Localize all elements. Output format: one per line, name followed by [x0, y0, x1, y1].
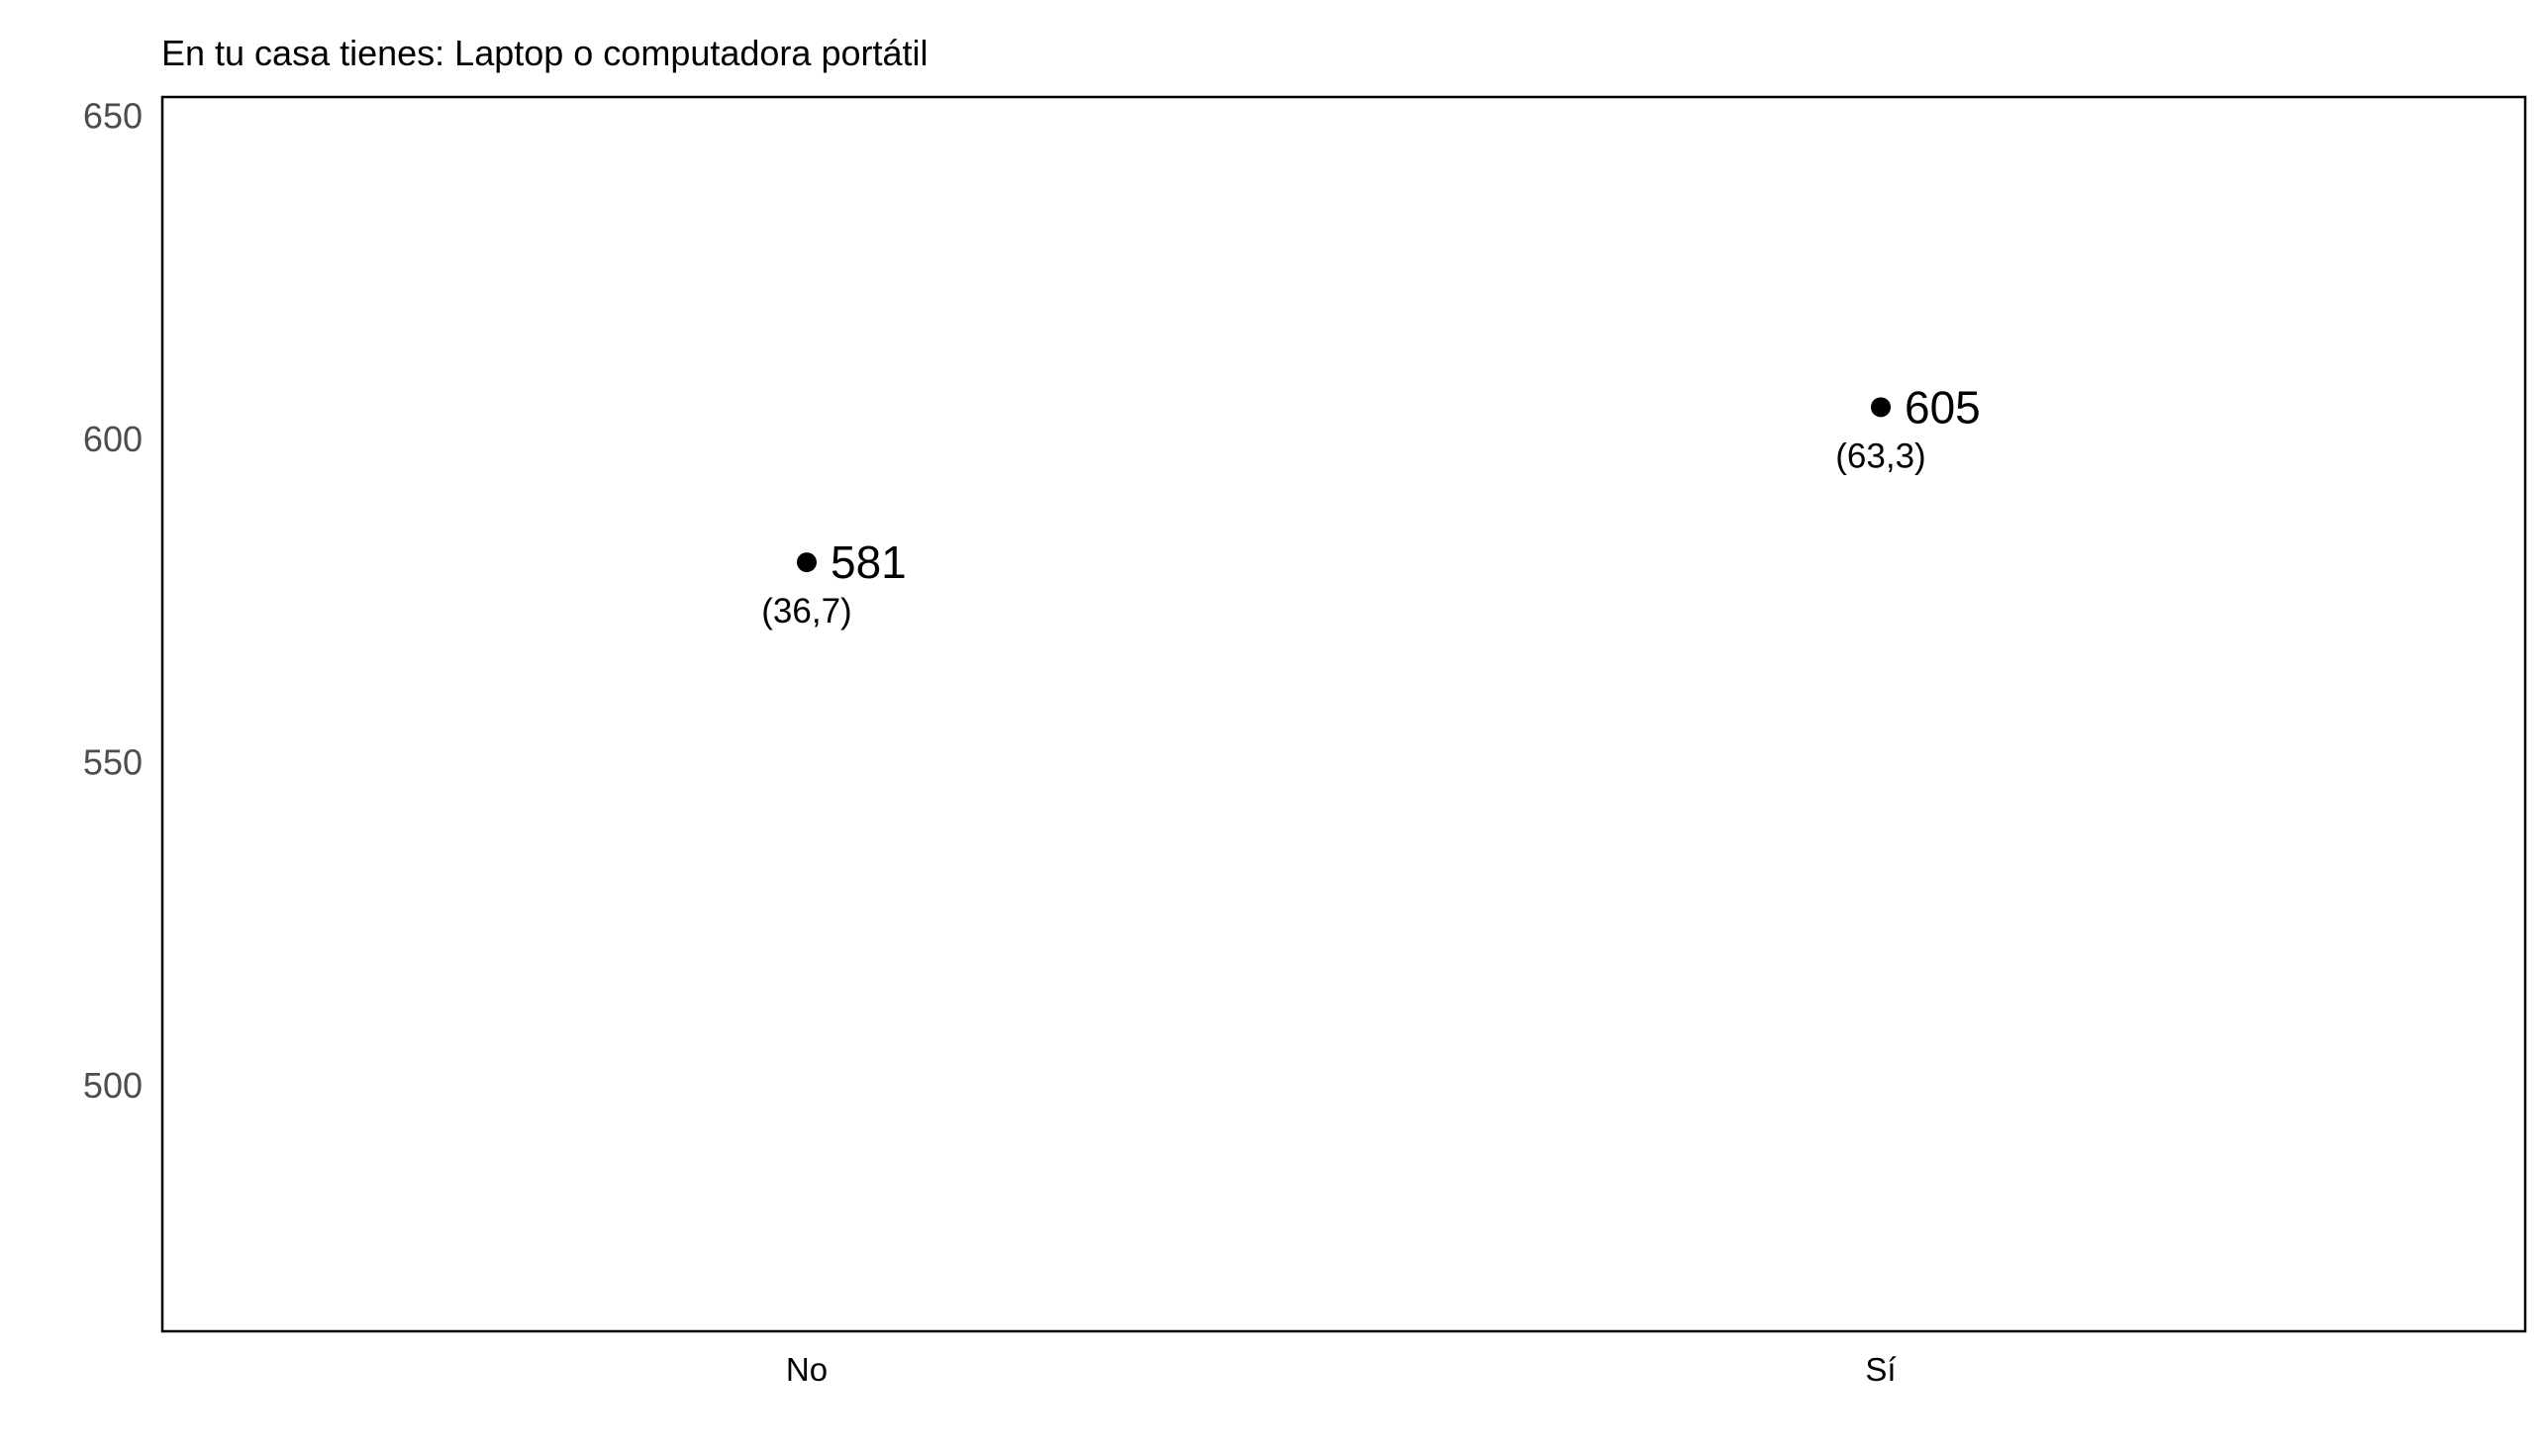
data-point: [1871, 397, 1891, 418]
y-tick-label: 500: [83, 1065, 143, 1106]
y-tick-label: 650: [83, 96, 143, 137]
y-axis: 500 550 600 650: [83, 96, 143, 1106]
x-axis: No Sí: [786, 1351, 1897, 1388]
value-label: 605: [1905, 381, 1981, 433]
y-tick-label: 600: [83, 419, 143, 459]
x-tick-label: Sí: [1865, 1351, 1896, 1388]
percent-label: (63,3): [1835, 437, 1925, 475]
percent-label: (36,7): [761, 592, 851, 631]
value-label: 581: [831, 536, 907, 588]
x-tick-label: No: [786, 1351, 828, 1388]
data-point: [797, 552, 817, 573]
y-tick-label: 550: [83, 741, 143, 782]
plot-panel: [160, 95, 2527, 1333]
chart-title: En tu casa tienes: Laptop o computadora …: [161, 33, 929, 73]
data-marks: 581 (36,7) 605 (63,3): [761, 381, 1980, 631]
